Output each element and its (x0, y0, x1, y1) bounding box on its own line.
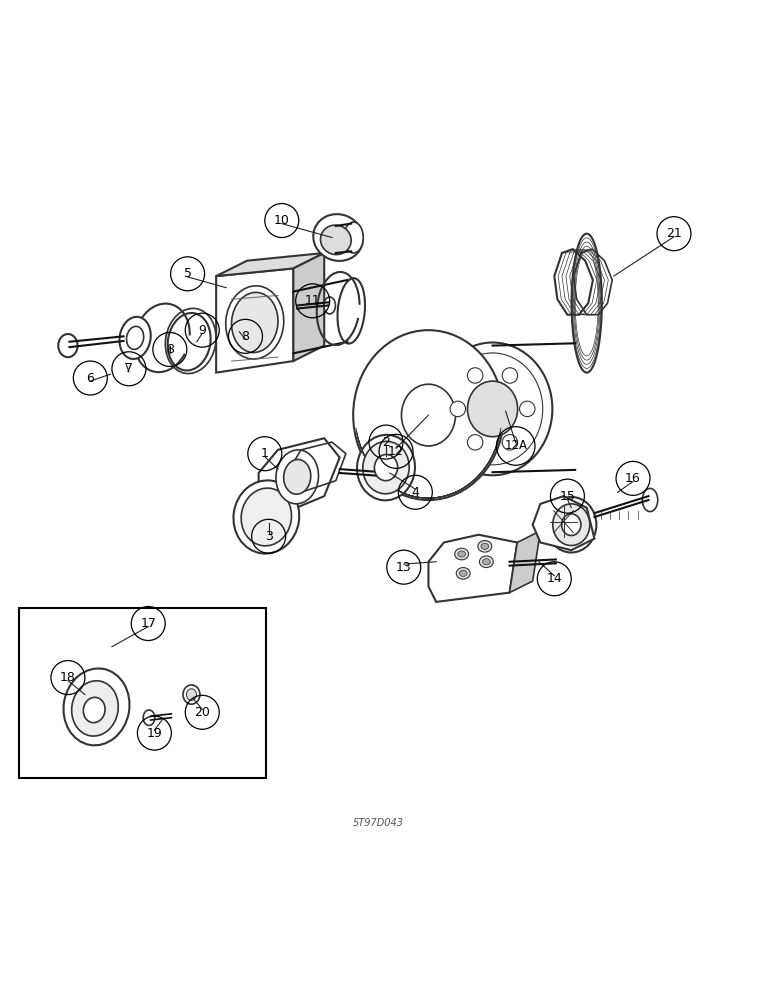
Text: 3: 3 (265, 530, 273, 543)
Ellipse shape (642, 488, 658, 512)
Text: 5: 5 (184, 267, 191, 280)
Text: 12: 12 (388, 445, 404, 458)
Ellipse shape (357, 435, 415, 500)
Polygon shape (259, 438, 340, 515)
Polygon shape (428, 535, 517, 602)
Ellipse shape (283, 459, 311, 494)
Ellipse shape (186, 689, 196, 700)
Ellipse shape (63, 668, 130, 745)
Text: 16: 16 (625, 472, 641, 485)
Circle shape (467, 435, 482, 450)
Ellipse shape (337, 278, 365, 344)
Ellipse shape (458, 551, 466, 557)
Ellipse shape (456, 568, 470, 579)
Ellipse shape (233, 480, 300, 554)
Text: 20: 20 (195, 706, 210, 719)
Circle shape (520, 401, 535, 417)
Polygon shape (216, 253, 324, 276)
Text: 7: 7 (125, 362, 133, 375)
Text: 13: 13 (396, 561, 411, 574)
Ellipse shape (241, 488, 292, 546)
Ellipse shape (481, 543, 489, 549)
Ellipse shape (59, 334, 77, 357)
Ellipse shape (482, 559, 490, 565)
Text: 21: 21 (666, 227, 682, 240)
Ellipse shape (183, 685, 200, 704)
Text: 17: 17 (141, 617, 156, 630)
Ellipse shape (144, 710, 154, 725)
Text: 19: 19 (147, 727, 162, 740)
Polygon shape (533, 496, 594, 550)
Bar (19, 608, 266, 778)
Text: 4: 4 (411, 486, 419, 499)
Ellipse shape (468, 381, 517, 437)
Ellipse shape (225, 286, 284, 359)
Ellipse shape (374, 454, 398, 481)
Ellipse shape (72, 681, 118, 736)
Ellipse shape (401, 384, 455, 446)
Text: 8: 8 (242, 330, 249, 343)
Text: 2: 2 (382, 436, 390, 449)
Ellipse shape (459, 570, 467, 576)
Text: 15: 15 (560, 490, 575, 503)
Text: 6: 6 (86, 372, 94, 385)
Text: 1: 1 (261, 447, 269, 460)
Circle shape (467, 368, 483, 383)
Polygon shape (216, 268, 293, 373)
Polygon shape (510, 531, 540, 593)
Ellipse shape (127, 326, 144, 349)
Ellipse shape (432, 343, 553, 475)
Ellipse shape (354, 330, 503, 500)
Ellipse shape (546, 497, 596, 552)
Text: 14: 14 (547, 572, 562, 585)
Circle shape (450, 401, 466, 417)
Ellipse shape (442, 353, 543, 465)
Ellipse shape (455, 548, 469, 560)
Text: 12A: 12A (504, 439, 527, 452)
Ellipse shape (276, 450, 319, 504)
Ellipse shape (561, 514, 581, 536)
Text: 10: 10 (274, 214, 290, 227)
Ellipse shape (83, 697, 105, 723)
Ellipse shape (320, 225, 351, 255)
Circle shape (502, 435, 517, 450)
Text: 5T97D043: 5T97D043 (353, 818, 404, 828)
Text: 8: 8 (166, 343, 174, 356)
Ellipse shape (479, 556, 493, 568)
Ellipse shape (120, 317, 151, 359)
Text: 9: 9 (198, 324, 206, 337)
Text: 18: 18 (60, 671, 76, 684)
Ellipse shape (478, 541, 492, 552)
Ellipse shape (313, 214, 363, 261)
Ellipse shape (344, 222, 363, 253)
Text: 11: 11 (305, 294, 320, 307)
Ellipse shape (363, 441, 409, 494)
Ellipse shape (232, 292, 278, 353)
Ellipse shape (323, 297, 335, 314)
Circle shape (502, 368, 517, 383)
Polygon shape (293, 253, 324, 361)
Ellipse shape (553, 504, 590, 546)
